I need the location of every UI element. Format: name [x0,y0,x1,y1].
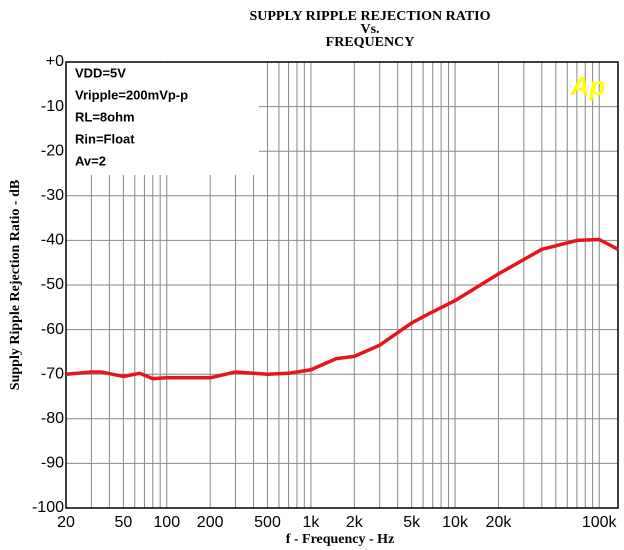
logo: Ap [570,71,606,101]
x-tick-label: 2k [346,514,364,531]
y-tick-label: +0 [46,53,64,70]
x-tick-label: 200 [197,514,224,531]
chart-title: Vs. [360,22,379,37]
chart-title: SUPPLY RIPPLE REJECTION RATIO [249,9,490,24]
x-tick-label: 5k [403,514,421,531]
y-tick-label: -40 [41,232,64,249]
annotation: VDD=5V [75,65,126,80]
x-tick-label: 100 [153,514,180,531]
x-axis-label: f - Frequency - Hz [286,532,395,547]
y-tick-label: -90 [41,455,64,472]
y-tick-label: -30 [41,187,64,204]
y-tick-label: -10 [41,98,64,115]
y-tick-label: -20 [41,142,64,159]
y-tick-label: -80 [41,410,64,427]
y-tick-label: -100 [32,499,64,516]
x-tick-label: 100k [582,514,618,531]
x-tick-label: 10k [442,514,469,531]
annotation: RL=8ohm [75,109,135,124]
x-tick-label: 1k [302,514,320,531]
annotation: Vripple=200mVp-p [75,87,188,102]
annotation: Rin=Float [75,131,135,146]
annotation: Av=2 [75,153,106,168]
x-tick-label: 20k [486,514,513,531]
data-line [65,237,619,381]
chart-title: FREQUENCY [326,35,415,50]
x-tick-label: 20 [57,514,75,531]
y-tick-label: -60 [41,321,64,338]
annotation-box [67,63,259,175]
y-tick-label: -50 [41,276,64,293]
x-tick-label: 50 [114,514,132,531]
y-tick-label: -70 [41,365,64,382]
x-tick-label: 500 [254,514,281,531]
y-axis-label: Supply Ripple Rejection Ratio - dB [8,180,23,390]
plot-border [65,61,619,509]
